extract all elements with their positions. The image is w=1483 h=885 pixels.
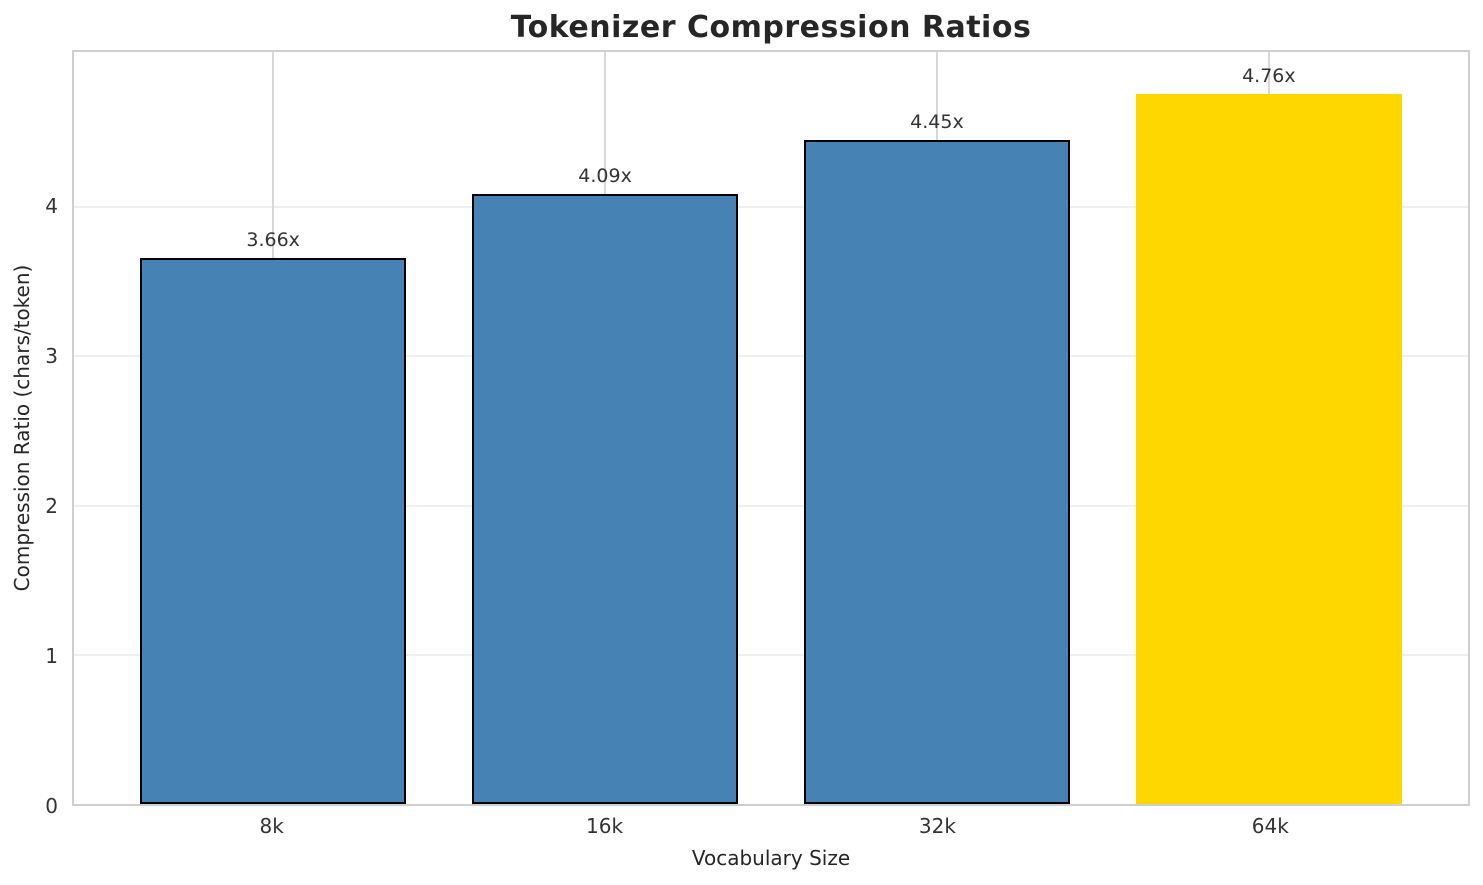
y-tick-label: 2 (45, 494, 58, 518)
x-tick-label: 8k (259, 814, 284, 838)
x-tick-label: 64k (1251, 814, 1289, 838)
bar-value-label: 4.09x (578, 164, 632, 187)
y-tick-label: 4 (45, 194, 58, 218)
h-gridline (74, 206, 1468, 209)
bar-value-label: 3.66x (246, 228, 300, 251)
x-axis-label: Vocabulary Size (691, 846, 851, 870)
y-axis-label: Compression Ratio (chars/token) (10, 264, 34, 592)
h-gridline (74, 653, 1468, 656)
x-tick-label: 16k (586, 814, 624, 838)
y-tick-label: 3 (45, 344, 58, 368)
bar-16k (472, 193, 738, 804)
bar-value-label: 4.76x (1242, 64, 1296, 87)
plot-area: 3.66x 4.09x 4.45x 4.76x (72, 50, 1470, 806)
bar-value-label: 4.45x (910, 111, 964, 134)
h-gridline (74, 355, 1468, 358)
h-gridline (74, 504, 1468, 507)
bar-32k (804, 140, 1070, 804)
chart-title: Tokenizer Compression Ratios (510, 10, 1032, 45)
bar-64k (1136, 93, 1402, 804)
y-tick-label: 1 (45, 644, 58, 668)
y-tick-label: 0 (45, 794, 58, 818)
x-tick-label: 32k (918, 814, 956, 838)
bar-8k (140, 257, 406, 804)
